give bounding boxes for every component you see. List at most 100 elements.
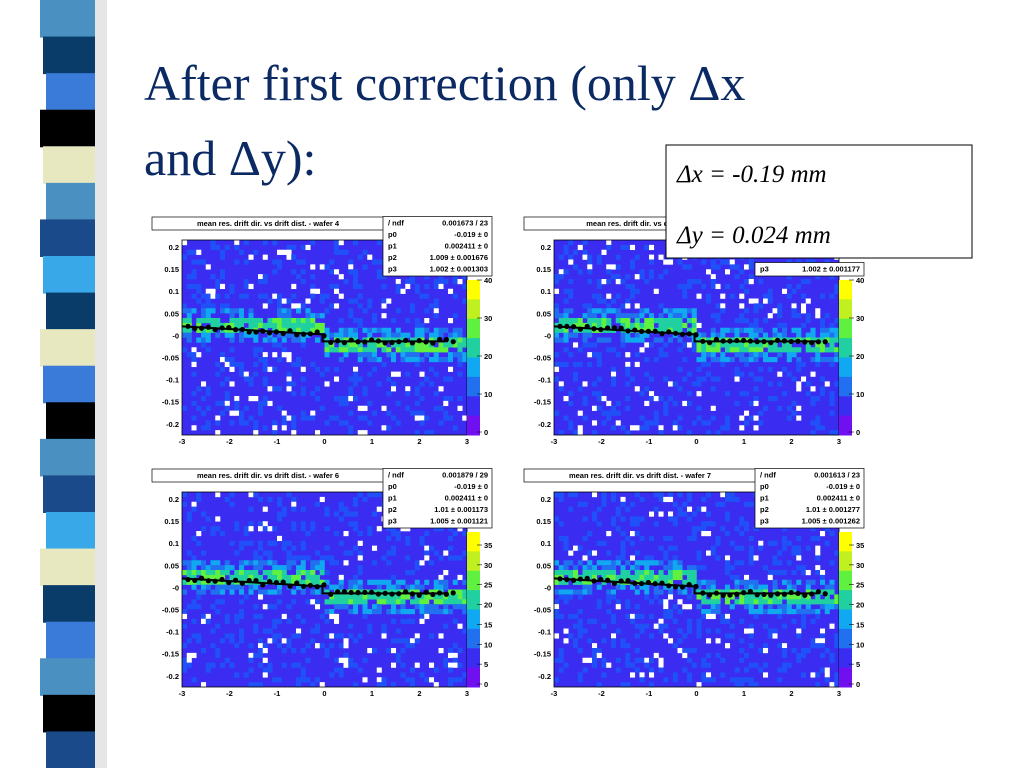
heat-cell [205,337,211,343]
profile-point [185,576,191,583]
heat-cell [801,293,807,299]
heat-cell [391,352,397,358]
heat-cell [286,381,292,387]
stripe-block [46,402,101,440]
heat-cell [715,357,721,363]
heat-cell [315,599,321,605]
heat-cell [277,496,283,503]
heat-cell [234,405,240,411]
z-tick-label: 30 [856,314,864,323]
heat-cell [596,318,602,324]
heat-cell [452,677,458,683]
heat-cell [258,347,264,353]
heat-cell [267,386,273,392]
heat-cell [319,579,325,585]
heat-cell [210,274,216,280]
color-bar-segment [839,648,852,669]
heat-cell [563,599,569,605]
heat-cell [362,405,368,411]
heat-cell [338,293,344,299]
heat-cell [433,327,439,333]
heat-cell [815,555,821,561]
heat-cell [305,415,311,421]
heat-cell [796,535,802,542]
heat-cell [658,274,664,280]
heat-cell [386,298,392,304]
heat-cell [672,516,678,522]
heat-cell [630,662,636,668]
heat-cell [248,415,254,421]
heat-cell [201,613,207,620]
heat-cell [829,604,835,610]
heat-cell [777,589,783,595]
heat-cell [753,322,759,329]
heat-cell [596,337,602,343]
heat-cell [305,570,311,576]
y-tick-label: 0.15 [536,517,551,526]
heat-cell [324,648,330,654]
heat-cell [596,279,602,285]
heat-cell [348,599,354,605]
heat-cell [395,599,401,605]
heat-cell [443,657,449,663]
heat-cell [677,347,683,353]
heat-cell [805,584,811,590]
heat-cell [286,298,292,304]
heat-cell [414,638,420,644]
heat-cell [758,366,764,372]
heat-cell [829,361,835,368]
z-tick-label: 5 [484,660,488,669]
y-tick-label: -0.2 [166,420,179,429]
heat-cell [644,623,650,629]
heat-cell [620,322,626,329]
heat-cell [658,628,664,634]
heat-cell [395,584,401,590]
heat-cell [310,288,316,294]
heat-cell [395,332,401,338]
heat-cell [343,396,349,402]
heat-cell [262,381,268,387]
heat-cell [739,371,745,377]
heat-cell [644,318,650,324]
heat-cell [205,391,211,397]
heat-cell [611,376,617,382]
heat-cell [391,638,397,644]
heat-cell [291,589,297,595]
heat-cell [452,342,458,348]
heat-cell [248,308,254,314]
heat-cell [357,633,363,639]
heat-cell [300,526,306,532]
heat-cell [300,545,306,551]
heat-cell [191,308,197,314]
heat-cell [310,574,316,581]
heat-cell [305,308,311,314]
y-tick-label: 0.1 [169,287,179,296]
heat-cell [687,342,693,348]
heat-cell [201,381,207,387]
heat-cell [568,391,574,397]
heat-cell [381,303,387,309]
heat-cell [782,332,788,338]
stats-box [754,468,865,529]
heat-cell [815,425,821,431]
heat-cell [253,555,259,561]
heat-cell [262,357,268,363]
heat-cell [310,318,316,324]
heat-cell [201,303,207,309]
heat-cell [243,376,249,382]
heat-cell [592,662,598,668]
heat-cell [277,584,283,590]
heat-cell [376,677,382,683]
heat-cell [701,496,707,503]
heat-cell [677,259,683,265]
heat-cell [701,347,707,353]
heat-cell [644,342,650,348]
z-tick-label: 15 [856,620,864,629]
y-tick-label: -0.1 [166,628,179,637]
heat-cell [319,570,325,576]
heat-cell [625,322,631,329]
heat-cell [715,638,721,644]
heat-cell [563,347,569,353]
stats-name: p1 [388,494,397,503]
stats-box [754,262,865,277]
